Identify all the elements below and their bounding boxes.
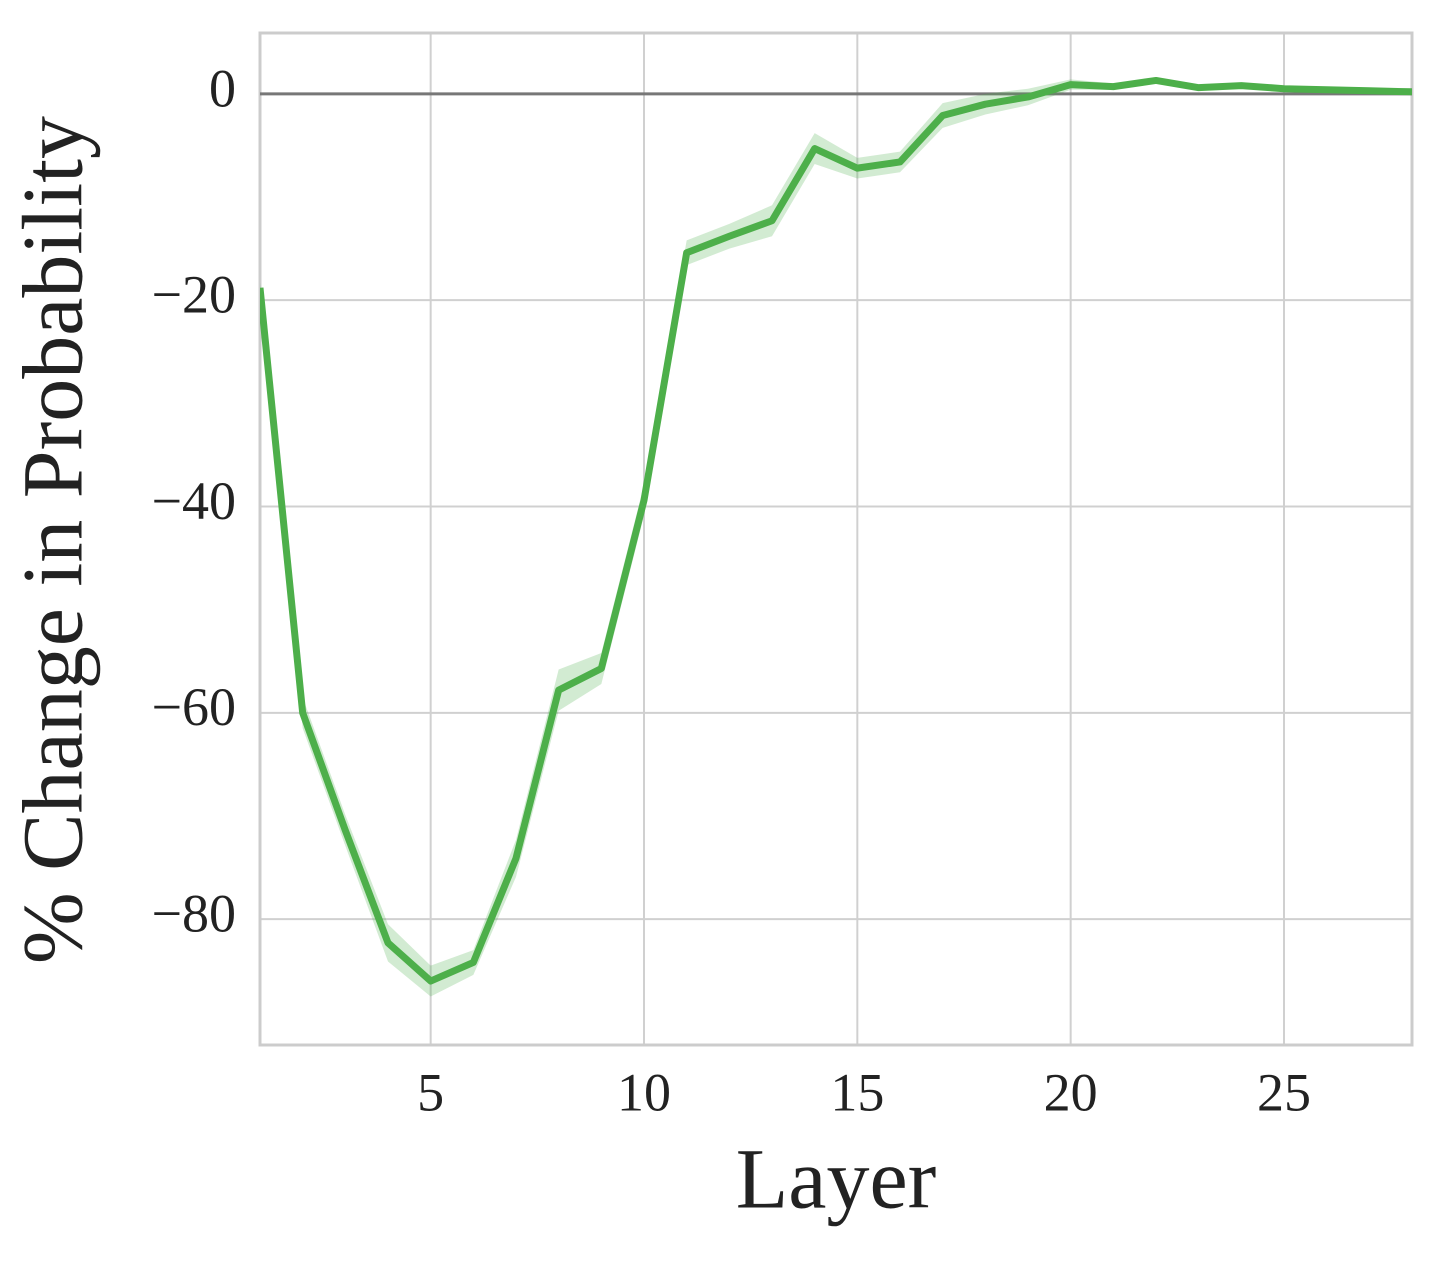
y-axis-label: % Change in Probability — [5, 116, 101, 964]
x-tick-label: 5 — [417, 1062, 444, 1122]
plot-frame — [258, 31, 1414, 1047]
confidence-band — [260, 77, 1412, 997]
x-axis-label: Layer — [736, 1131, 937, 1227]
y-tick-label: −20 — [152, 265, 236, 325]
y-tick-label: −60 — [152, 677, 236, 737]
y-tick-label: 0 — [209, 58, 236, 118]
x-tick-label: 25 — [1257, 1062, 1311, 1122]
data-line — [260, 76, 1412, 985]
y-tick-label: −40 — [152, 471, 236, 531]
y-tick-label: −80 — [152, 884, 236, 944]
x-tick-label: 10 — [617, 1062, 671, 1122]
x-tick-label: 15 — [830, 1062, 884, 1122]
x-tick-label: 20 — [1044, 1062, 1098, 1122]
